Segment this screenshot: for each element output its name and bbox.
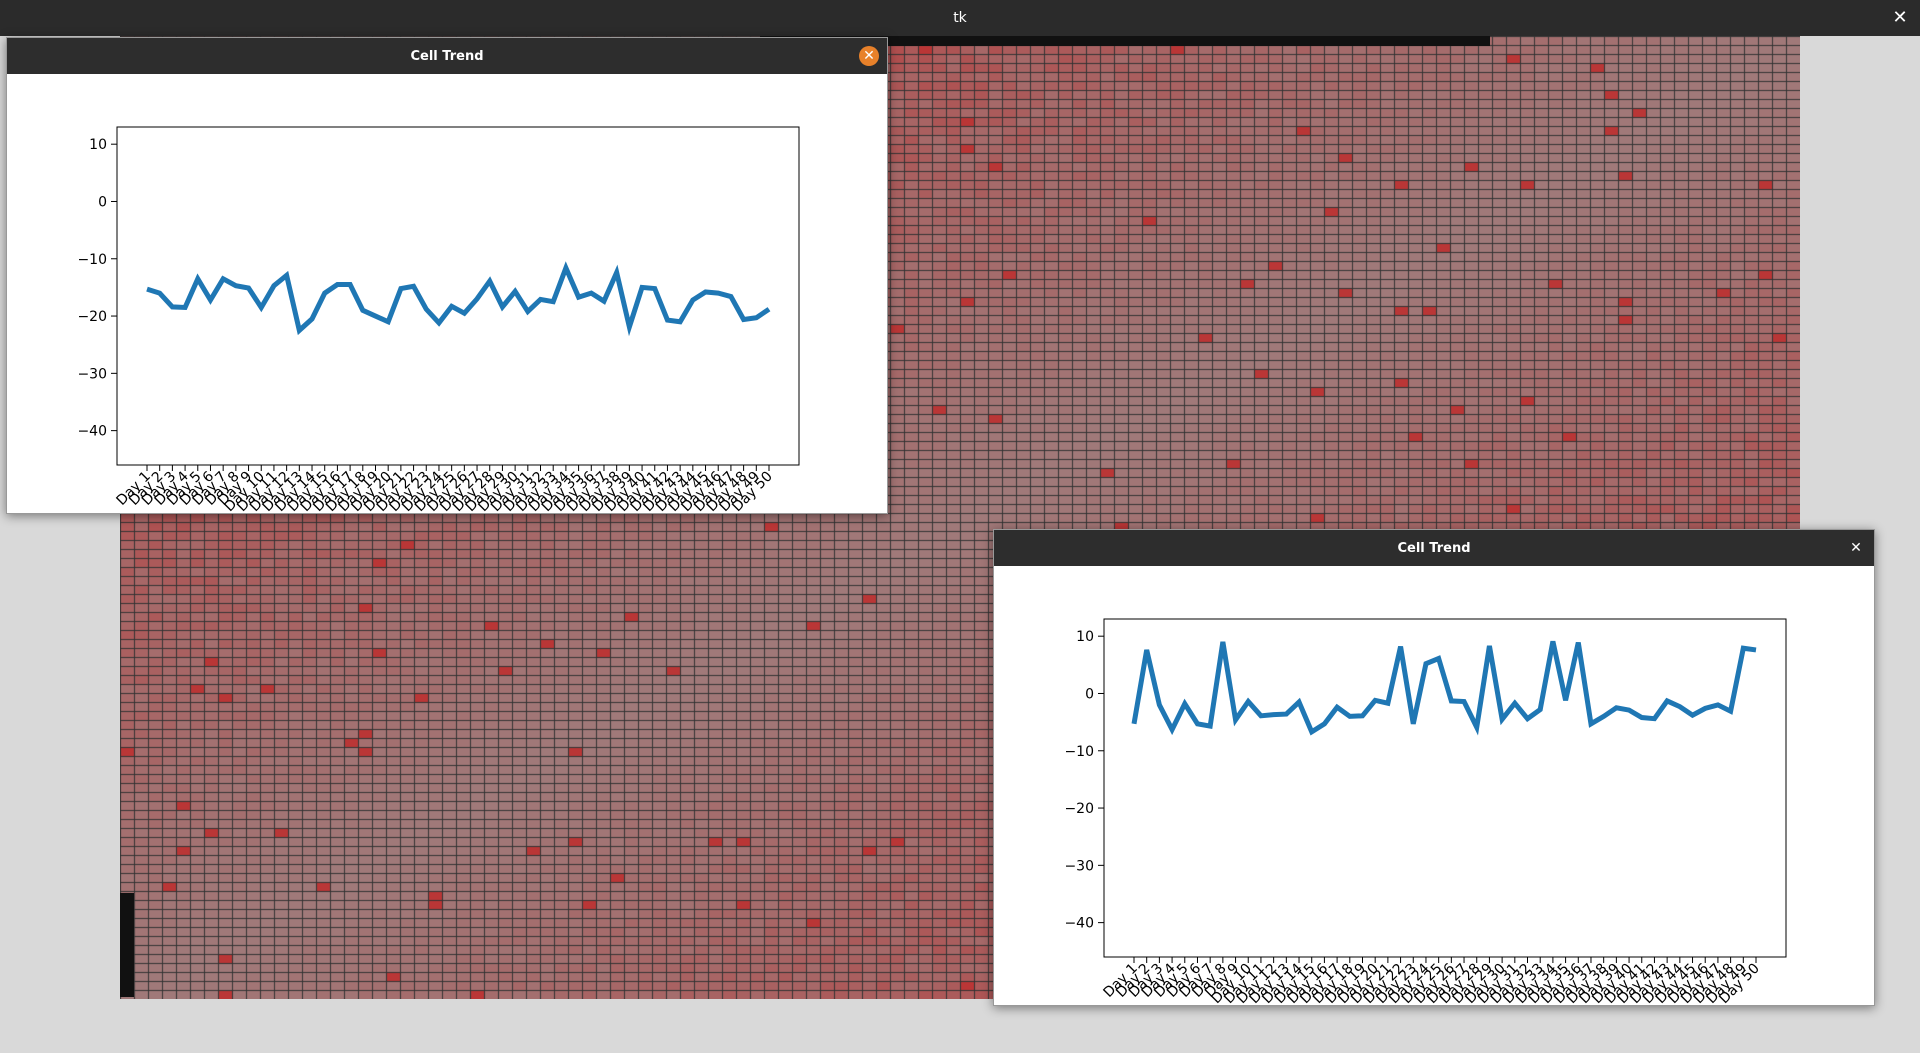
y-tick-label: −30	[1064, 858, 1094, 874]
y-tick-label: −40	[77, 424, 107, 440]
y-tick-label: 0	[1085, 686, 1094, 702]
popup-title: Cell Trend	[1397, 540, 1471, 556]
trend-line	[146, 261, 771, 337]
heatmap-top-edge	[760, 36, 1490, 46]
y-tick-label: 0	[98, 194, 107, 210]
y-tick-label: 10	[1076, 629, 1094, 645]
popup-titlebar[interactable]: Cell Trend ✕	[994, 530, 1874, 566]
popup-titlebar[interactable]: Cell Trend ✕	[7, 38, 887, 74]
window-close-icon[interactable]: ✕	[1892, 7, 1908, 28]
window-title: tk	[953, 10, 967, 26]
y-tick-label: −20	[1064, 801, 1094, 817]
y-tick-label: −30	[77, 366, 107, 382]
plot-frame	[1103, 618, 1787, 958]
popup-body: 10 0 −10 −20 −30 −40 Day 1 Day 2 Day 3 Day 4 Day 5…	[7, 74, 887, 515]
y-tick-label: −40	[1064, 916, 1094, 932]
y-tick-label: −20	[77, 309, 107, 325]
y-tick-label: −10	[1064, 744, 1094, 760]
cell-trend-window-2[interactable]: Cell Trend ✕ 10 0 −10 −20 −30 −40 Day 1 Day 2 Da…	[993, 529, 1875, 1007]
popup-title: Cell Trend	[410, 48, 484, 64]
y-tick-label: −10	[77, 252, 107, 268]
popup-body: 10 0 −10 −20 −30 −40 Day 1 Day 2 Day 3 Day 4 Day 5…	[994, 566, 1874, 1007]
trend-line	[1131, 640, 1757, 736]
close-icon[interactable]: ✕	[859, 46, 879, 66]
app-titlebar: tk ✕	[0, 0, 1920, 36]
heatmap-left-edge	[120, 893, 134, 997]
plot-frame	[116, 126, 800, 466]
cell-trend-window-1[interactable]: Cell Trend ✕ 10 0 −10 −20 −30 −40 Day 1 Day 2 Da…	[6, 37, 888, 515]
close-icon[interactable]: ✕	[1850, 540, 1862, 556]
y-tick-label: 10	[89, 137, 107, 153]
